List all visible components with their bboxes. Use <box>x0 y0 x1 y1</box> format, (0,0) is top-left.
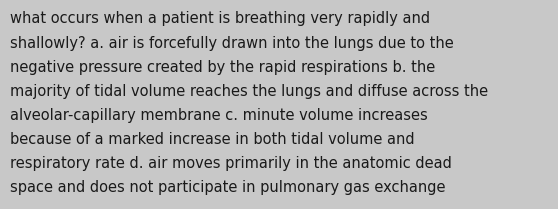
Text: space and does not participate in pulmonary gas exchange: space and does not participate in pulmon… <box>10 180 445 195</box>
Text: alveolar-capillary membrane c. minute volume increases: alveolar-capillary membrane c. minute vo… <box>10 108 428 123</box>
Text: majority of tidal volume reaches the lungs and diffuse across the: majority of tidal volume reaches the lun… <box>10 84 488 99</box>
Text: because of a marked increase in both tidal volume and: because of a marked increase in both tid… <box>10 132 415 147</box>
Text: negative pressure created by the rapid respirations b. the: negative pressure created by the rapid r… <box>10 60 435 75</box>
Text: respiratory rate d. air moves primarily in the anatomic dead: respiratory rate d. air moves primarily … <box>10 156 452 171</box>
Text: what occurs when a patient is breathing very rapidly and: what occurs when a patient is breathing … <box>10 11 430 27</box>
Text: shallowly? a. air is forcefully drawn into the lungs due to the: shallowly? a. air is forcefully drawn in… <box>10 36 454 51</box>
